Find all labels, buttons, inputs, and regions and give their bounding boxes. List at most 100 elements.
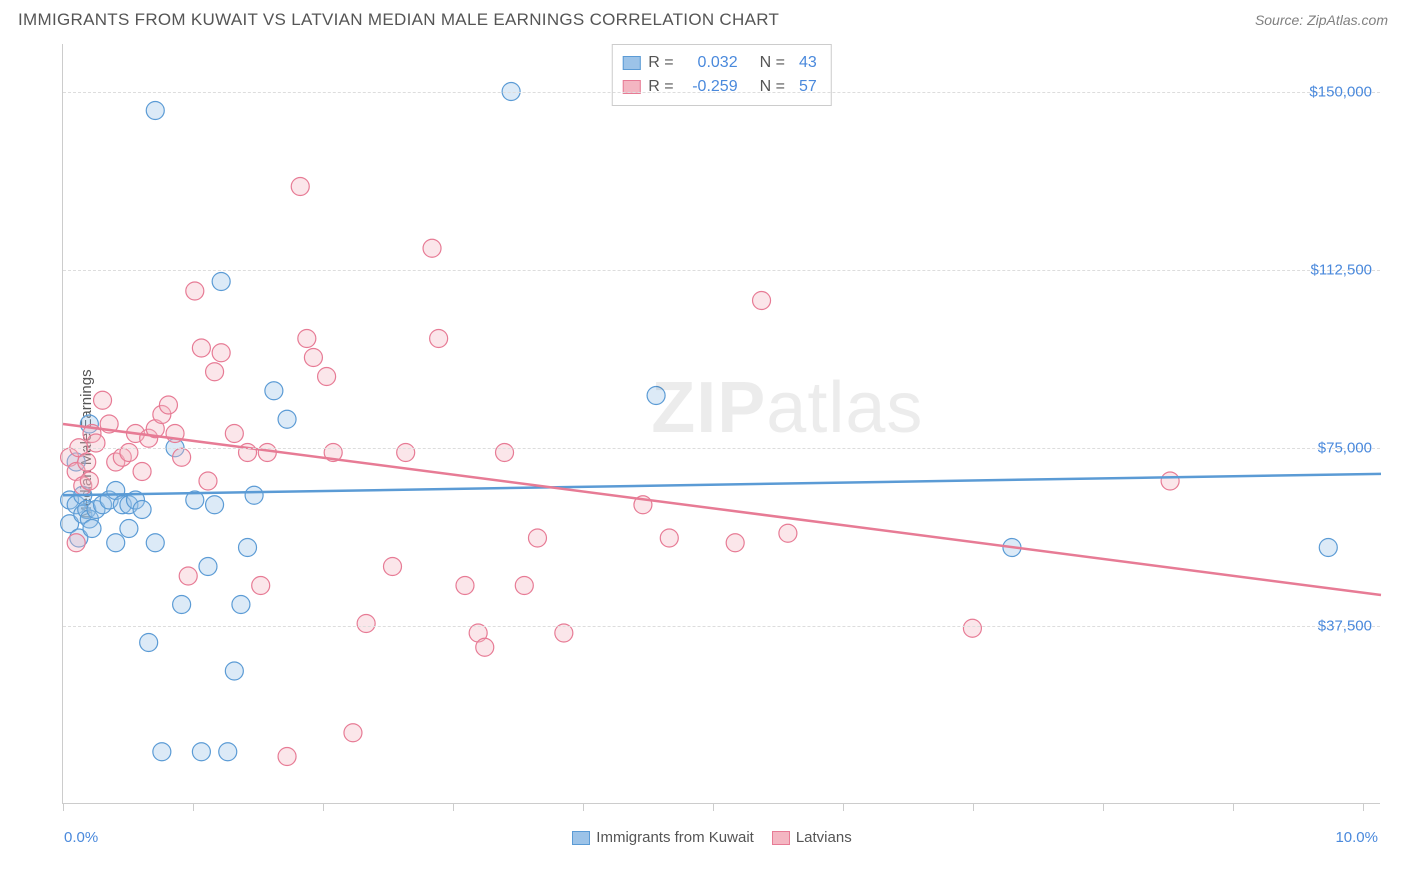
n-value: 43 bbox=[799, 51, 817, 75]
legend-swatch-latvian bbox=[772, 831, 790, 845]
data-point-kuwait bbox=[278, 410, 296, 428]
data-point-latvian bbox=[94, 391, 112, 409]
y-tick-label: $37,500 bbox=[1318, 617, 1372, 634]
data-point-latvian bbox=[496, 444, 514, 462]
data-point-latvian bbox=[430, 330, 448, 348]
data-point-kuwait bbox=[140, 634, 158, 652]
data-point-latvian bbox=[779, 524, 797, 542]
x-tick bbox=[63, 803, 64, 811]
data-point-latvian bbox=[291, 178, 309, 196]
data-point-kuwait bbox=[120, 520, 138, 538]
n-label: N = bbox=[760, 75, 785, 99]
data-point-kuwait bbox=[647, 387, 665, 405]
data-point-latvian bbox=[476, 638, 494, 656]
data-point-kuwait bbox=[107, 534, 125, 552]
r-label: R = bbox=[648, 51, 673, 75]
x-tick bbox=[973, 803, 974, 811]
data-point-latvian bbox=[206, 363, 224, 381]
data-point-kuwait bbox=[192, 743, 210, 761]
x-tick bbox=[843, 803, 844, 811]
data-point-latvian bbox=[67, 534, 85, 552]
x-tick bbox=[1363, 803, 1364, 811]
x-tick bbox=[1233, 803, 1234, 811]
x-tick bbox=[583, 803, 584, 811]
data-point-kuwait bbox=[146, 102, 164, 120]
trendline-kuwait bbox=[63, 474, 1381, 495]
plot-area: ZIPatlas R =0.032N =43R =-0.259N =57 $37… bbox=[62, 44, 1380, 804]
data-point-kuwait bbox=[153, 743, 171, 761]
data-point-kuwait bbox=[225, 662, 243, 680]
data-point-latvian bbox=[179, 567, 197, 585]
data-point-kuwait bbox=[199, 558, 217, 576]
data-point-latvian bbox=[963, 619, 981, 637]
corr-row-kuwait: R = 0.032 N = 43 bbox=[622, 51, 816, 75]
x-tick bbox=[713, 803, 714, 811]
data-point-kuwait bbox=[245, 486, 263, 504]
data-point-latvian bbox=[192, 339, 210, 357]
data-point-latvian bbox=[225, 425, 243, 443]
data-point-latvian bbox=[120, 444, 138, 462]
legend-swatch-kuwait bbox=[622, 56, 640, 70]
data-point-latvian bbox=[318, 368, 336, 386]
data-point-latvian bbox=[199, 472, 217, 490]
data-point-kuwait bbox=[206, 496, 224, 514]
gridline bbox=[63, 270, 1380, 271]
data-point-latvian bbox=[173, 448, 191, 466]
data-point-kuwait bbox=[265, 382, 283, 400]
x-tick bbox=[453, 803, 454, 811]
data-point-latvian bbox=[186, 282, 204, 300]
data-point-latvian bbox=[87, 434, 105, 452]
data-point-latvian bbox=[423, 239, 441, 257]
r-value: 0.032 bbox=[682, 51, 738, 75]
r-label: R = bbox=[648, 75, 673, 99]
r-value: -0.259 bbox=[682, 75, 738, 99]
data-point-latvian bbox=[456, 577, 474, 595]
gridline bbox=[63, 626, 1380, 627]
series-legend: Immigrants from Kuwait Latvians bbox=[18, 829, 1388, 846]
n-value: 57 bbox=[799, 75, 817, 99]
y-tick-label: $112,500 bbox=[1311, 261, 1372, 278]
y-tick-label: $150,000 bbox=[1309, 83, 1372, 100]
data-point-latvian bbox=[515, 577, 533, 595]
data-point-latvian bbox=[384, 558, 402, 576]
x-tick bbox=[193, 803, 194, 811]
trendline-latvian bbox=[63, 424, 1381, 595]
data-point-kuwait bbox=[1319, 539, 1337, 557]
x-tick bbox=[323, 803, 324, 811]
data-point-latvian bbox=[252, 577, 270, 595]
data-point-latvian bbox=[133, 463, 151, 481]
source-label: Source: ZipAtlas.com bbox=[1255, 12, 1388, 28]
legend-swatch-kuwait bbox=[572, 831, 590, 845]
gridline bbox=[63, 92, 1380, 93]
data-point-latvian bbox=[753, 292, 771, 310]
data-point-latvian bbox=[78, 453, 96, 471]
data-point-kuwait bbox=[239, 539, 257, 557]
data-point-latvian bbox=[357, 615, 375, 633]
data-point-latvian bbox=[1161, 472, 1179, 490]
n-label: N = bbox=[760, 51, 785, 75]
x-tick bbox=[1103, 803, 1104, 811]
data-point-latvian bbox=[528, 529, 546, 547]
chart-area: Median Male Earnings ZIPatlas R =0.032N … bbox=[18, 44, 1388, 844]
chart-title: IMMIGRANTS FROM KUWAIT VS LATVIAN MEDIAN… bbox=[18, 10, 779, 30]
data-point-latvian bbox=[159, 396, 177, 414]
data-point-kuwait bbox=[219, 743, 237, 761]
data-point-latvian bbox=[304, 349, 322, 367]
legend-label-latvian: Latvians bbox=[796, 829, 852, 846]
gridline bbox=[63, 448, 1380, 449]
data-point-kuwait bbox=[146, 534, 164, 552]
data-point-kuwait bbox=[232, 596, 250, 614]
y-tick-label: $75,000 bbox=[1318, 439, 1372, 456]
data-point-latvian bbox=[298, 330, 316, 348]
data-point-kuwait bbox=[83, 520, 101, 538]
data-point-latvian bbox=[344, 724, 362, 742]
legend-label-kuwait: Immigrants from Kuwait bbox=[596, 829, 754, 846]
header: IMMIGRANTS FROM KUWAIT VS LATVIAN MEDIAN… bbox=[0, 0, 1406, 36]
data-point-latvian bbox=[80, 472, 98, 490]
data-point-latvian bbox=[726, 534, 744, 552]
data-point-latvian bbox=[212, 344, 230, 362]
correlation-legend-box: R = 0.032 N = 43 R = -0.259 N = 57 bbox=[611, 44, 831, 106]
corr-row-latvian: R = -0.259 N = 57 bbox=[622, 75, 816, 99]
data-point-latvian bbox=[278, 748, 296, 766]
data-point-latvian bbox=[660, 529, 678, 547]
